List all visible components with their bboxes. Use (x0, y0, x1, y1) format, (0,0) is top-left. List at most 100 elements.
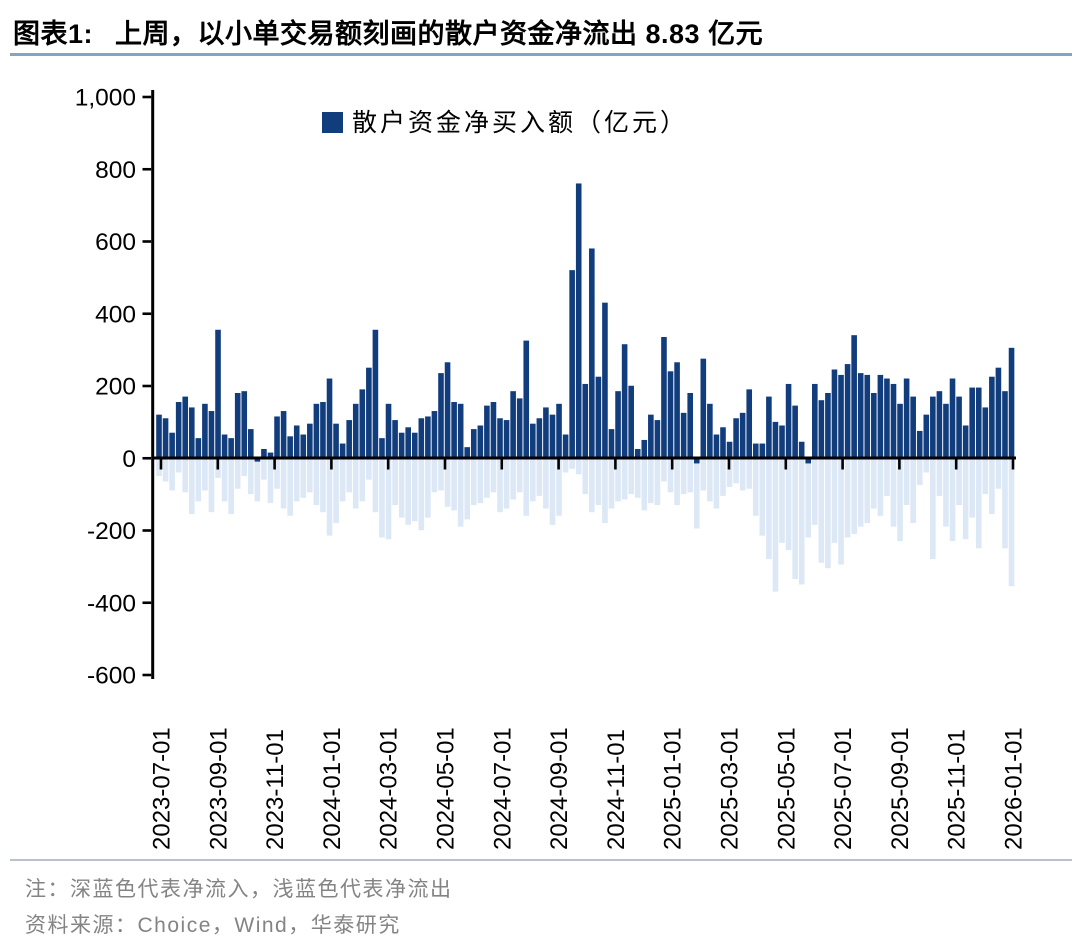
axes-layer: 1,000 800 600 400 200 0 -200 -400 -600 2023-07-01… (75, 85, 1028, 851)
bar-inflow (221, 434, 228, 458)
x-tick-label: 2024-11-01 (603, 729, 630, 850)
bar-outflow (300, 458, 307, 498)
bar-inflow (982, 407, 989, 459)
bar-outflow (248, 458, 254, 495)
bar-outflow (405, 458, 411, 525)
bar-inflow (844, 364, 851, 458)
bar-outflow (510, 458, 516, 500)
bar-outflow (1008, 458, 1015, 587)
bar-outflow (267, 458, 274, 504)
x-tick (443, 459, 447, 470)
figure-title-text: 上周，以小单交易额刻画的散户资金净流出 8.83 亿元 (115, 19, 764, 49)
bar-inflow (962, 425, 969, 458)
bar-inflow (431, 411, 438, 458)
bar-inflow (411, 432, 418, 458)
bar-inflow (274, 416, 280, 458)
bar-outflow (969, 458, 975, 518)
bar-inflow (621, 344, 628, 458)
bar-inflow (366, 367, 372, 458)
bar-inflow (569, 270, 575, 458)
bar-inflow (733, 418, 739, 458)
bar-outflow (713, 458, 720, 509)
bar-inflow (510, 391, 516, 458)
bar-inflow (851, 335, 857, 459)
bar-outflow (451, 458, 457, 511)
bar-outflow (798, 458, 805, 585)
x-tick-label: 2024-09-01 (546, 727, 573, 850)
bar-outflow (339, 458, 346, 502)
bar-outflow (621, 458, 628, 500)
bar-outflow (628, 458, 634, 495)
figure-label: 图表1: (13, 19, 94, 49)
y-tick-label: -400 (87, 590, 136, 617)
bar-outflow (156, 458, 162, 477)
bar-inflow (910, 396, 916, 458)
bar-inflow (916, 430, 923, 458)
bar-inflow (818, 400, 825, 458)
bar-outflow (346, 458, 352, 493)
bar-outflow (372, 458, 379, 513)
bar-outflow (608, 458, 615, 509)
bar-inflow (241, 391, 248, 458)
x-tick-label: 2024-07-01 (489, 727, 516, 850)
bar-outflow (897, 458, 903, 542)
y-tick (142, 95, 152, 99)
bar-inflow (248, 429, 254, 458)
bar-outflow (497, 458, 503, 513)
x-tick (614, 459, 617, 470)
bar-inflow (1002, 391, 1008, 458)
y-tick (142, 529, 152, 532)
x-tick-label: 2024-05-01 (433, 727, 460, 850)
bar-outflow (352, 458, 359, 509)
bar-inflow (202, 403, 208, 458)
bar-outflow (385, 458, 392, 540)
bar-inflow (405, 427, 411, 458)
bar-outflow (949, 458, 956, 542)
bar-inflow (156, 414, 162, 458)
x-tick (841, 459, 844, 470)
bar-inflow (969, 387, 975, 458)
bar-inflow (523, 340, 530, 458)
bar-inflow (726, 441, 733, 458)
bar-inflow (989, 376, 995, 458)
bar-outflow (772, 458, 779, 592)
y-axis-line (151, 90, 155, 679)
bar-outflow (1002, 458, 1008, 549)
x-tick-label: 2023-07-01 (149, 727, 176, 850)
bar-outflow (569, 458, 575, 469)
bar-outflow (254, 458, 261, 502)
bar-inflow (956, 396, 962, 458)
bar-inflow (890, 383, 897, 458)
bar-outflow (956, 458, 962, 505)
y-tick-label: 1,000 (75, 85, 136, 112)
y-tick-label: 0 (122, 446, 136, 473)
y-tick-label: 800 (95, 157, 136, 184)
bar-inflow (752, 443, 759, 458)
bar-outflow (320, 458, 326, 513)
bar-inflow (687, 392, 693, 459)
bar-outflow (411, 458, 418, 522)
bar-outflow (261, 458, 267, 480)
bar-outflow (746, 458, 753, 489)
x-tick-label: 2025-07-01 (830, 727, 857, 850)
bar-inflow (516, 398, 523, 458)
bar-inflow (398, 432, 405, 458)
bar-outflow (516, 458, 523, 493)
bar-outflow (477, 458, 484, 504)
chart-note: 注：深蓝色代表净流入，浅蓝色代表净流出 (25, 878, 453, 901)
y-tick (142, 456, 152, 460)
bar-outflow (549, 458, 556, 525)
bar-inflow (897, 403, 903, 458)
bar-outflow (359, 458, 366, 502)
bar-outflow (818, 458, 825, 563)
footer-divider (10, 859, 1072, 861)
bar-outflow (274, 458, 280, 489)
bar-outflow (936, 458, 943, 496)
bar-inflow (195, 438, 202, 458)
x-tick (500, 459, 504, 470)
bar-inflow (372, 329, 379, 458)
bar-inflow (641, 439, 648, 458)
bar-outflow (530, 458, 536, 502)
bar-outflow (680, 458, 687, 495)
bar-outflow (425, 458, 431, 518)
